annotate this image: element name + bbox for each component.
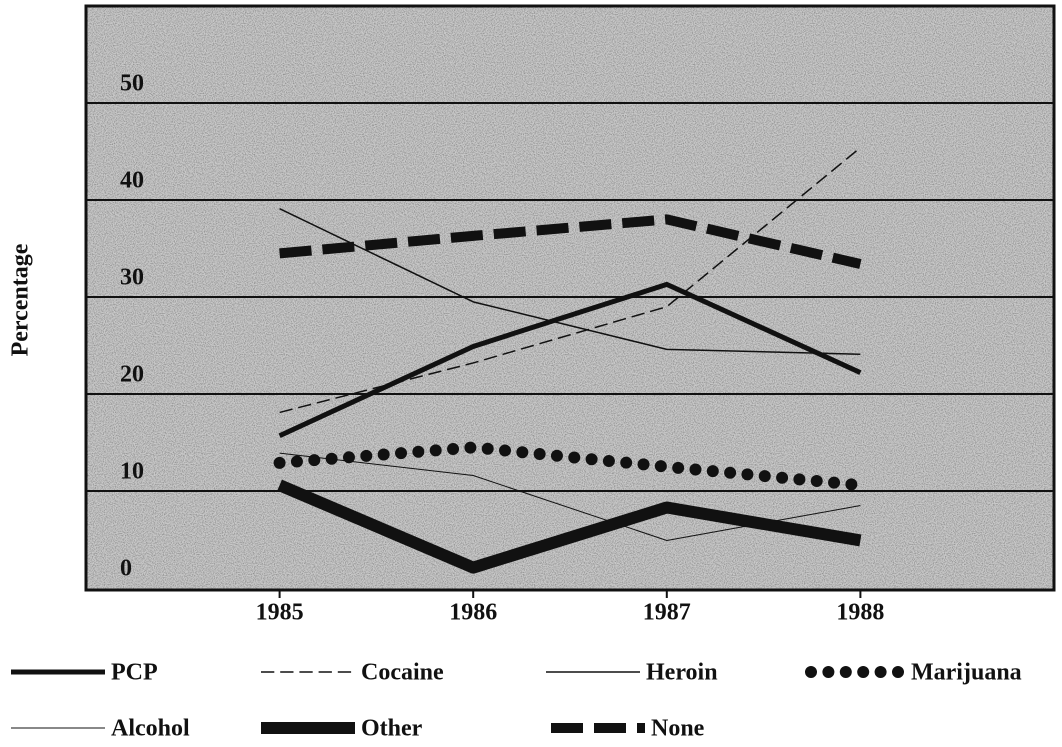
series-line <box>277 479 862 574</box>
series-line <box>279 208 861 355</box>
x-tick-label: 1988 <box>836 600 884 626</box>
legend-label: PCP <box>111 660 158 686</box>
x-tick-label: 1986 <box>449 600 497 626</box>
series-line <box>279 214 862 269</box>
legend-label: Heroin <box>646 660 718 686</box>
y-tick-label: 0 <box>120 556 132 582</box>
legend-label: Alcohol <box>111 716 190 742</box>
y-tick-label: 10 <box>120 459 144 485</box>
y-tick-label: 50 <box>120 71 144 97</box>
y-tick-label: 30 <box>120 265 144 291</box>
series-line <box>273 441 867 492</box>
legend-label: Marijuana <box>911 660 1022 686</box>
legend-label: Other <box>361 716 423 742</box>
x-tick-label: 1987 <box>643 600 691 626</box>
series-line <box>279 147 861 414</box>
plot-frame <box>84 4 1056 592</box>
y-axis-label: Percentage <box>8 243 34 356</box>
y-tick-label: 20 <box>120 362 144 388</box>
x-tick-label: 1985 <box>256 600 304 626</box>
legend-label: None <box>651 716 705 742</box>
series-line <box>278 281 862 438</box>
legend-label: Cocaine <box>361 660 444 686</box>
y-tick-label: 40 <box>120 168 144 194</box>
